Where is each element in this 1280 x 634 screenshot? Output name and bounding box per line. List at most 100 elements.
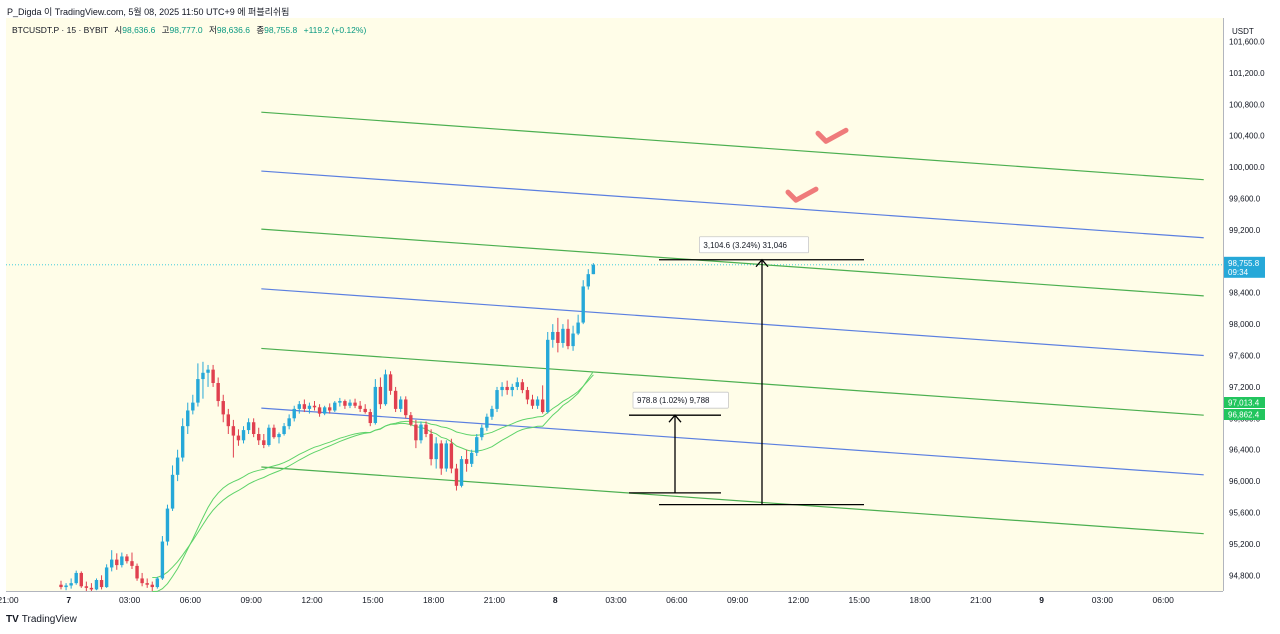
- candle-body: [393, 390, 398, 409]
- candle-body: [221, 401, 225, 415]
- candle-body: [475, 437, 479, 453]
- time-tick-label: 06:00: [666, 595, 688, 605]
- channel-line-6[interactable]: [261, 407, 1204, 476]
- candle: [393, 386, 398, 413]
- candle-body: [510, 386, 514, 391]
- candle: [170, 465, 175, 511]
- candle: [135, 563, 139, 581]
- channel-line-4[interactable]: [261, 288, 1204, 357]
- time-tick-label: 21:00: [0, 595, 19, 605]
- candle: [165, 504, 170, 546]
- candle: [500, 382, 504, 397]
- time-axis[interactable]: [6, 591, 1223, 610]
- candle: [525, 386, 530, 405]
- measurement-tool[interactable]: 978.8 (1.02%) 9,788: [629, 391, 729, 494]
- candle-body: [530, 399, 535, 406]
- candle: [454, 463, 459, 491]
- candle-body: [180, 426, 185, 458]
- candle-body: [338, 401, 342, 403]
- candle: [404, 396, 408, 419]
- candle: [186, 402, 190, 435]
- price-badges: 98,755.809:34 97,013.4 96,862.4: [1224, 256, 1265, 420]
- candle: [546, 331, 550, 414]
- candle: [515, 377, 519, 391]
- price-tick-label: 101,200.0: [1229, 69, 1265, 78]
- candle: [307, 402, 312, 414]
- candle: [480, 424, 484, 441]
- price-axis[interactable]: [1223, 18, 1274, 591]
- time-tick-label: 09:00: [727, 595, 749, 605]
- channel-lines: [6, 111, 1223, 535]
- candle-body: [333, 402, 337, 411]
- candle-body: [317, 407, 322, 414]
- candle: [160, 536, 165, 581]
- checkmark-annotations: [785, 127, 849, 203]
- legend-high: 98,777.0: [169, 25, 203, 35]
- measure-label-box: [632, 391, 729, 409]
- candle-body: [353, 402, 357, 406]
- candle: [414, 419, 418, 449]
- candle-body: [429, 434, 433, 460]
- candle: [363, 404, 367, 414]
- candle-body: [398, 399, 403, 409]
- ma-label: 96,862.4: [1228, 411, 1260, 420]
- channel-line-1[interactable]: [261, 111, 1204, 181]
- price-tick-label: 98,400.0: [1229, 289, 1261, 298]
- candle-body: [94, 580, 99, 590]
- time-tick-label: 12:00: [301, 595, 323, 605]
- candle-body: [231, 426, 236, 436]
- candle: [434, 437, 438, 469]
- candle-body: [576, 322, 580, 334]
- candle: [475, 434, 479, 456]
- candle-body: [211, 369, 215, 383]
- channel-line-7[interactable]: [261, 466, 1204, 535]
- candle-body: [236, 435, 241, 441]
- ma-badge: [1224, 397, 1265, 408]
- candle-body: [358, 405, 362, 409]
- last-price-badge: [1224, 256, 1265, 278]
- candle-body: [150, 584, 154, 588]
- channel-line-5[interactable]: [261, 347, 1204, 416]
- price-tick-label: 99,200.0: [1229, 226, 1261, 235]
- candle: [257, 427, 261, 446]
- candle-body: [383, 374, 388, 405]
- candle: [180, 418, 185, 462]
- candle: [429, 429, 433, 466]
- candle: [297, 401, 301, 414]
- candle-body: [140, 578, 144, 584]
- legend-open: 98,636.6: [122, 25, 156, 35]
- candle: [59, 580, 63, 590]
- candle-body: [556, 331, 560, 343]
- arrow-up-icon: [668, 414, 682, 423]
- candle-body: [74, 572, 78, 584]
- candle: [236, 429, 241, 446]
- candle-body: [155, 578, 160, 588]
- time-tick-label: 18:00: [909, 595, 931, 605]
- candle-body: [59, 584, 63, 588]
- candle-body: [444, 443, 449, 469]
- plot-area[interactable]: [6, 18, 1223, 591]
- channel-line-2[interactable]: [261, 170, 1204, 239]
- measurement-tool[interactable]: 3,104.6 (3.24%) 31,046: [659, 236, 864, 506]
- price-tick-label: 99,600.0: [1229, 195, 1261, 204]
- candle: [581, 280, 585, 325]
- candle: [490, 405, 494, 420]
- candle-body: [216, 382, 220, 402]
- channel-line-3[interactable]: [261, 228, 1204, 297]
- candle-body: [343, 401, 347, 406]
- ma-badge: [1224, 409, 1265, 420]
- candle: [226, 408, 231, 435]
- candle-body: [84, 586, 89, 588]
- candle-body: [520, 382, 525, 391]
- candle-body: [480, 427, 484, 438]
- price-tick-label: 96,000.0: [1229, 477, 1261, 486]
- tradingview-footer[interactable]: TV TradingView: [6, 614, 77, 625]
- time-tick-label: 15:00: [849, 595, 871, 605]
- candle-body: [130, 561, 134, 566]
- time-tick-label: 09:00: [241, 595, 263, 605]
- candle-body: [104, 567, 109, 588]
- candle-body: [89, 587, 94, 590]
- candle: [287, 414, 291, 430]
- candle: [317, 404, 322, 417]
